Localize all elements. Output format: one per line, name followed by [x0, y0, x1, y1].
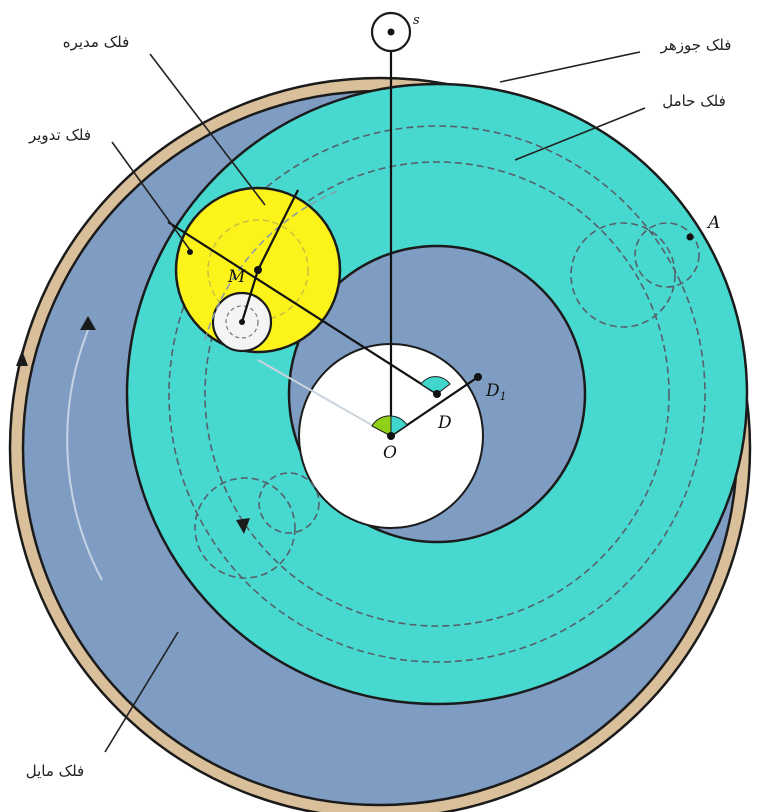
label-point-D: D: [437, 413, 452, 433]
motion-arrow-head: [80, 316, 96, 330]
point-planet: [239, 319, 245, 325]
label-falak-mudir: فلک مدیره: [63, 33, 130, 51]
motion-arc-light: [66, 329, 103, 581]
label-point-D1-subscript: 1: [500, 390, 507, 403]
label-falak-jawzahar: فلک جوزهر: [660, 36, 732, 54]
angle-marker-D: [420, 376, 451, 395]
deferent-arc-through-epicycle: [204, 189, 341, 341]
label-point-O: O: [383, 443, 397, 463]
angle-marker-O-right: [390, 415, 408, 437]
deferent-dashed-outer: [168, 125, 706, 663]
label-point-D1-main: D: [485, 381, 500, 401]
point-D: [433, 390, 441, 398]
epicycle-ghost-left-small: [258, 472, 320, 534]
leader-falak-mudir: [149, 53, 266, 206]
planet-inner-ring: [225, 305, 259, 339]
line-apsides-through-M: [167, 221, 438, 395]
point-O: [387, 432, 395, 440]
epicycle-ghost-left-large: [194, 477, 296, 579]
label-point-A: A: [706, 213, 720, 233]
label-falak-mail: فلک مایل: [26, 762, 84, 780]
label-point-D1: D1: [485, 381, 507, 403]
point-s: [387, 28, 395, 36]
label-falak-tadwir: فلک تدویر: [28, 126, 91, 144]
deferent-dashed-inner: [204, 161, 670, 627]
line-M-upper: [257, 189, 299, 271]
line-O-to-M-light: [257, 359, 392, 437]
point-epicycle-apogee: [187, 249, 193, 255]
label-point-M: M: [227, 267, 246, 287]
leader-falak-jawzahar: [499, 51, 641, 83]
motion-arrow-head-inner: [236, 518, 250, 534]
motion-arrow-head-outer: [16, 350, 28, 366]
label-falak-hamil: فلک حامل: [662, 92, 726, 110]
line-M-to-planet: [240, 269, 260, 323]
epicycle-ghost-right-small: [634, 222, 700, 288]
label-point-s: s: [413, 13, 420, 28]
leader-falak-mail: [104, 631, 179, 753]
point-M: [254, 266, 262, 274]
epicycle-ghost-right-large: [570, 222, 676, 328]
leader-falak-tadwir: [111, 141, 191, 251]
epicycle-inner-dashed: [207, 219, 309, 321]
leader-falak-hamil: [514, 107, 646, 161]
point-D1: [474, 373, 482, 381]
point-A: [686, 233, 694, 241]
